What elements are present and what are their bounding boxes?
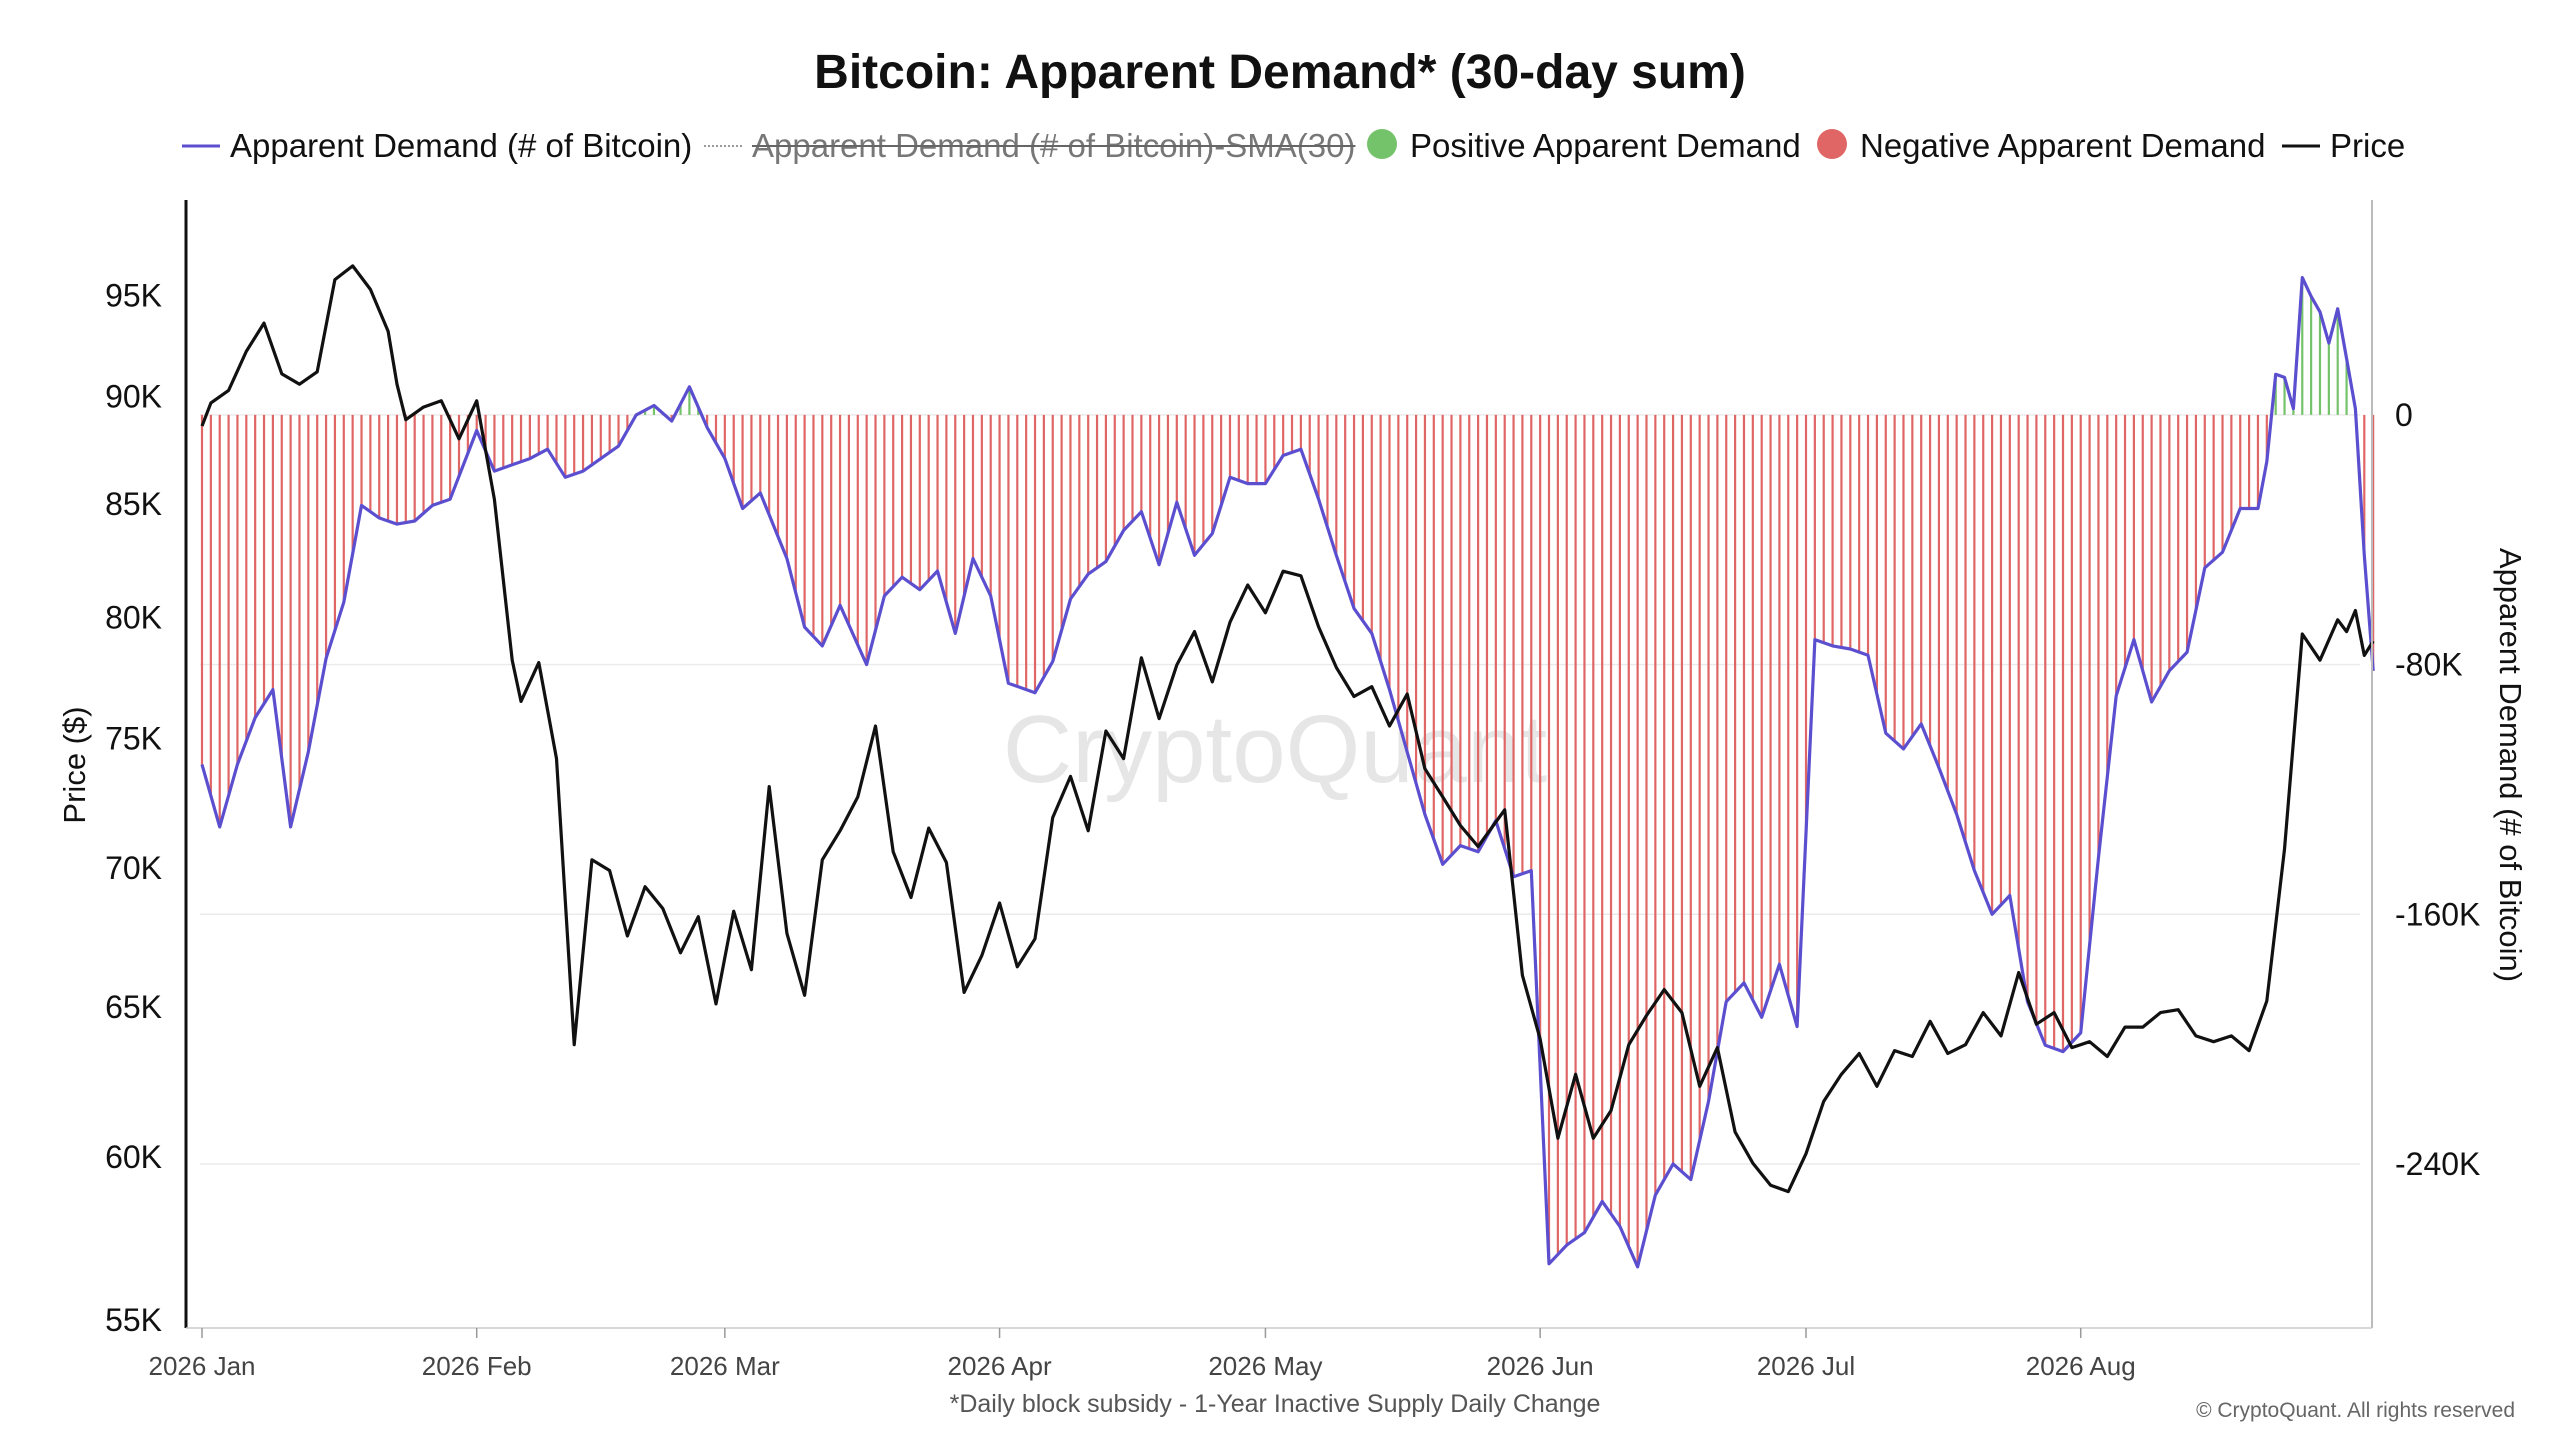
demand-bars (200, 277, 2375, 1267)
legend-label: Price (2330, 127, 2405, 164)
y-right-tick-label: 0 (2395, 397, 2413, 433)
y-left-tick-label: 80K (105, 599, 162, 635)
y-left-tick-label: 55K (105, 1302, 162, 1338)
watermark: CryptoQuant (1003, 696, 1547, 803)
x-tick-label: 2026 Jan (149, 1351, 256, 1381)
price-line (200, 264, 2375, 1194)
y-right-tick-label: -160K (2395, 896, 2480, 932)
y-right-tick-label: -80K (2395, 647, 2463, 683)
y-left-tick-label: 90K (105, 379, 162, 415)
y-left-tick-label: 95K (105, 277, 162, 313)
axes: 55K 60K 65K 70K 75K 80K 85K 90K 95K 0 -80K -160K -24… (57, 200, 2528, 1381)
chart-legend: Apparent Demand (# of Bitcoin) Apparent D… (182, 127, 2405, 164)
legend-item: Negative Apparent Demand (1817, 127, 2265, 164)
legend-item: Price (2282, 127, 2405, 164)
y-left-tick-label: 75K (105, 720, 162, 756)
y-right-axis-title: Apparent Demand (# of Bitcoin) (2493, 548, 2528, 982)
legend-swatch (1367, 129, 1397, 159)
legend-item: Apparent Demand (# of Bitcoin) (182, 127, 692, 164)
footnote: *Daily block subsidy - 1-Year Inactive S… (950, 1390, 1601, 1418)
y-left-tick-label: 70K (105, 850, 162, 886)
x-tick-label: 2026 Feb (422, 1351, 532, 1381)
x-tick-label: 2026 Aug (2026, 1351, 2136, 1381)
copyright: © CryptoQuant. All rights reserved (2196, 1399, 2515, 1422)
x-tick-label: 2026 May (1208, 1351, 1322, 1381)
legend-item: Apparent Demand (# of Bitcoin)-SMA(30) (704, 127, 1356, 164)
y-left-axis-title: Price ($) (57, 706, 92, 823)
x-tick-label: 2026 Apr (948, 1351, 1052, 1381)
y-left-tick-label: 85K (105, 486, 162, 522)
x-tick-label: 2026 Jun (1487, 1351, 1594, 1381)
x-tick-label: 2026 Mar (670, 1351, 780, 1381)
series-lines (200, 264, 2375, 1269)
legend-label: Negative Apparent Demand (1860, 127, 2265, 164)
legend-item: Positive Apparent Demand (1367, 127, 1801, 164)
legend-label: Apparent Demand (# of Bitcoin) (230, 127, 692, 164)
x-tick-label: 2026 Jul (1757, 1351, 1855, 1381)
legend-label: Positive Apparent Demand (1410, 127, 1801, 164)
y-left-tick-label: 60K (105, 1139, 162, 1175)
y-right-tick-label: -240K (2395, 1146, 2480, 1182)
legend-swatch (1817, 129, 1847, 159)
y-left-tick-label: 65K (105, 989, 162, 1025)
chart-title: Bitcoin: Apparent Demand* (30-day sum) (814, 46, 1746, 99)
apparent-demand-line (200, 276, 2375, 1269)
